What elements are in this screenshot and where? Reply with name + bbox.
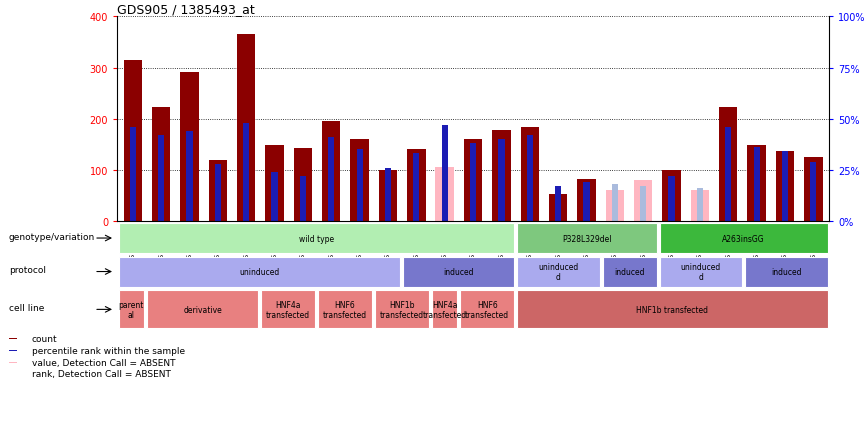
Bar: [517, 224, 657, 253]
Bar: [318, 291, 372, 329]
Bar: [634, 181, 653, 221]
Bar: [660, 224, 827, 253]
Bar: [375, 291, 429, 329]
Bar: [782, 152, 788, 221]
Text: HNF1b
transfected: HNF1b transfected: [380, 300, 424, 319]
Bar: [299, 177, 306, 221]
Bar: [521, 128, 539, 221]
Bar: [804, 158, 823, 221]
Text: HNF1b transfected: HNF1b transfected: [636, 305, 708, 314]
Text: A263insGG: A263insGG: [722, 234, 765, 243]
Bar: [719, 108, 738, 221]
Text: induced: induced: [771, 267, 801, 276]
Text: uninduced: uninduced: [240, 267, 279, 276]
Text: induced: induced: [615, 267, 645, 276]
Bar: [293, 148, 312, 221]
Text: uninduced
d: uninduced d: [538, 262, 579, 282]
Bar: [123, 61, 142, 221]
Bar: [328, 138, 334, 221]
Bar: [492, 131, 510, 221]
Text: rank, Detection Call = ABSENT: rank, Detection Call = ABSENT: [31, 370, 170, 378]
Bar: [261, 291, 315, 329]
Bar: [208, 160, 227, 221]
Bar: [810, 162, 817, 221]
Bar: [460, 291, 515, 329]
Bar: [745, 257, 827, 287]
Text: percentile rank within the sample: percentile rank within the sample: [31, 346, 185, 355]
Bar: [527, 136, 533, 221]
Bar: [322, 122, 340, 221]
Text: HNF6
transfected: HNF6 transfected: [323, 300, 367, 319]
Bar: [464, 140, 483, 221]
Bar: [431, 291, 457, 329]
Bar: [119, 291, 144, 329]
Bar: [442, 125, 448, 221]
Bar: [404, 257, 515, 287]
Bar: [753, 148, 760, 221]
Text: value, Detection Call = ABSENT: value, Detection Call = ABSENT: [31, 358, 175, 367]
Bar: [237, 35, 255, 221]
Bar: [606, 191, 624, 221]
Bar: [577, 180, 595, 221]
Text: derivative: derivative: [183, 305, 222, 314]
Bar: [668, 177, 674, 221]
Text: HNF4a
transfected: HNF4a transfected: [423, 300, 467, 319]
Bar: [152, 108, 170, 221]
Text: HNF4a
transfected: HNF4a transfected: [266, 300, 310, 319]
Bar: [747, 146, 766, 221]
Bar: [385, 168, 391, 221]
Bar: [697, 189, 703, 221]
Bar: [413, 154, 419, 221]
Bar: [119, 224, 515, 253]
Text: GDS905 / 1385493_at: GDS905 / 1385493_at: [117, 3, 255, 16]
Bar: [407, 150, 425, 221]
Bar: [147, 291, 258, 329]
Bar: [436, 168, 454, 221]
Bar: [266, 146, 284, 221]
Text: induced: induced: [444, 267, 474, 276]
Bar: [776, 151, 794, 221]
Bar: [662, 170, 681, 221]
Bar: [498, 140, 504, 221]
Bar: [640, 187, 647, 221]
Bar: [243, 123, 249, 221]
Bar: [612, 184, 618, 221]
Bar: [725, 128, 732, 221]
Text: protocol: protocol: [9, 266, 46, 275]
Bar: [470, 144, 477, 221]
Bar: [602, 257, 657, 287]
Text: P328L329del: P328L329del: [562, 234, 612, 243]
Bar: [187, 132, 193, 221]
Bar: [517, 291, 827, 329]
Bar: [9, 350, 17, 351]
Bar: [351, 140, 369, 221]
Bar: [158, 136, 164, 221]
Bar: [660, 257, 742, 287]
Bar: [691, 191, 709, 221]
Text: HNF6
transfected: HNF6 transfected: [465, 300, 510, 319]
Text: parent
al: parent al: [119, 300, 144, 319]
Bar: [357, 150, 363, 221]
Text: cell line: cell line: [9, 303, 44, 312]
Bar: [555, 187, 562, 221]
Bar: [583, 183, 589, 221]
Text: wild type: wild type: [299, 234, 334, 243]
Bar: [129, 128, 136, 221]
Text: genotype/variation: genotype/variation: [9, 232, 95, 241]
Bar: [517, 257, 600, 287]
Bar: [549, 195, 568, 221]
Bar: [9, 374, 17, 375]
Bar: [272, 172, 278, 221]
Bar: [119, 257, 400, 287]
Bar: [9, 362, 17, 363]
Text: count: count: [31, 335, 57, 343]
Bar: [214, 164, 221, 221]
Bar: [181, 72, 199, 221]
Bar: [378, 171, 398, 221]
Text: uninduced
d: uninduced d: [681, 262, 721, 282]
